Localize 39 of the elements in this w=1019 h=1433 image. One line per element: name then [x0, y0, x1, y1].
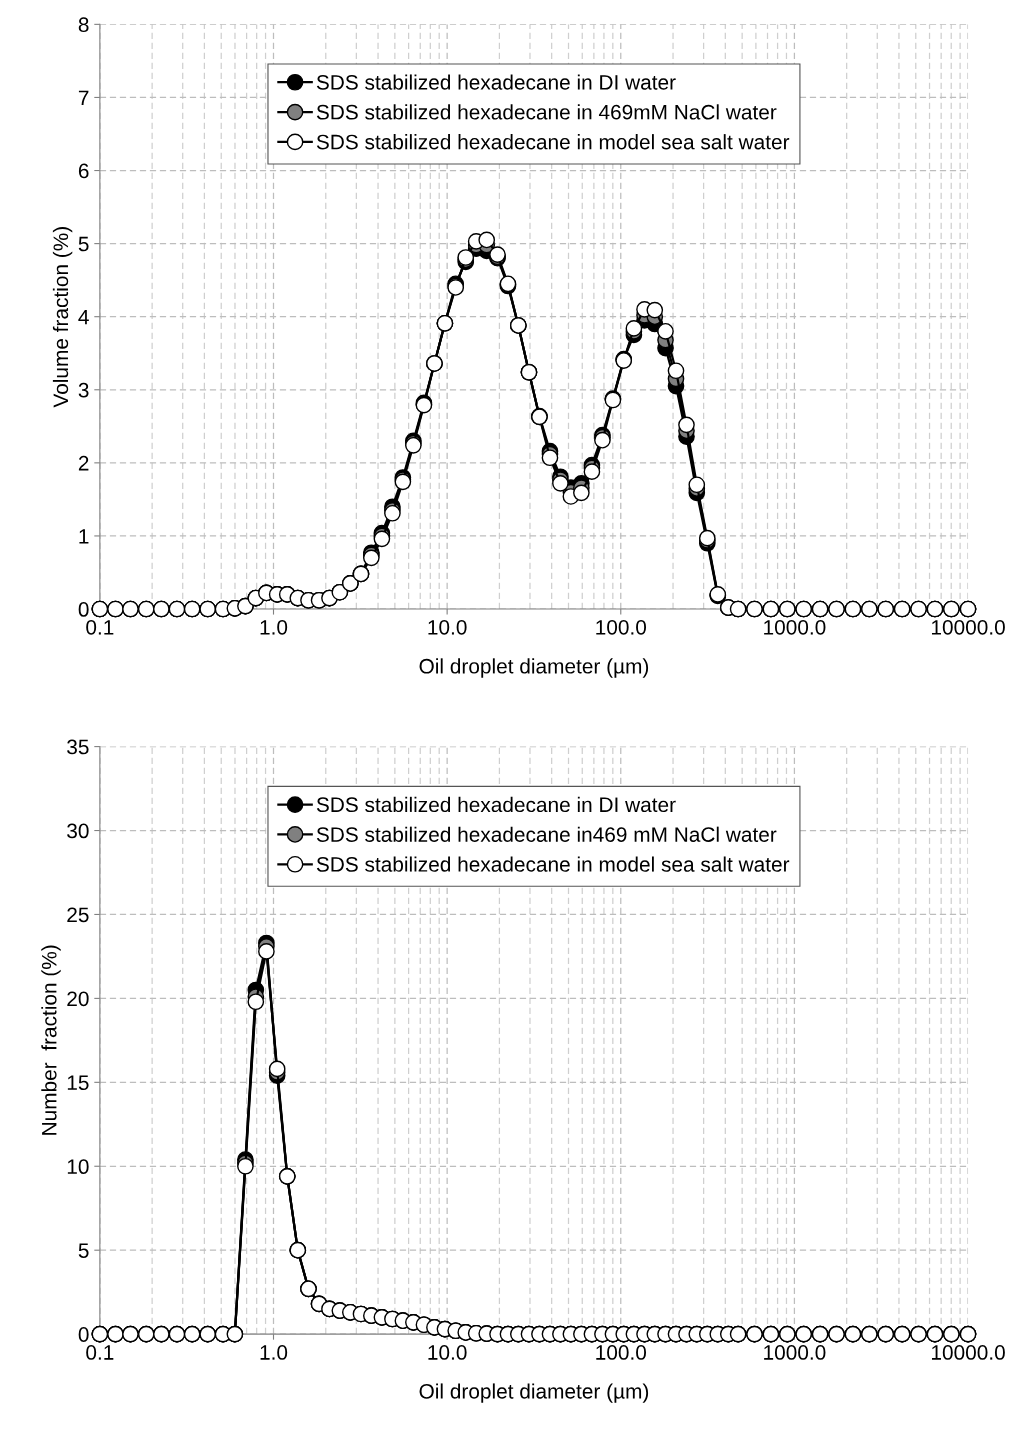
- x-tick-label: 1000.0: [764, 619, 826, 635]
- legend-label: SDS stabilized hexadecane in DI water: [316, 74, 676, 90]
- legend-label: SDS stabilized hexadecane in model sea salt water: [316, 856, 790, 872]
- y-tick-label: 15: [67, 1075, 89, 1091]
- x-tick-label: 0.1: [86, 619, 114, 635]
- y-tick-label: 1: [79, 529, 89, 544]
- x-tick-label: 1.0: [260, 619, 288, 635]
- x-tick-label: 0.1: [86, 1345, 114, 1360]
- y-tick-label: 10: [67, 1159, 89, 1175]
- y-tick-label: 30: [67, 823, 89, 839]
- y-tick-label: 8: [78, 17, 89, 33]
- x-axis-title: Oil droplet diameter (µm): [419, 1383, 649, 1403]
- x-axis-title: Oil droplet diameter (µm): [419, 658, 649, 678]
- y-tick-label: 25: [67, 907, 89, 923]
- y-tick-label: 5: [78, 236, 89, 252]
- y-tick-label: 7: [78, 90, 89, 105]
- y-axis-title: Number fraction (%): [41, 945, 61, 1135]
- y-tick-label: 0: [78, 1327, 89, 1342]
- x-tick-label: 10000.0: [931, 1345, 1005, 1360]
- legend-label: SDS stabilized hexadecane in model sea salt water: [316, 134, 790, 150]
- x-tick-label: 10.0: [428, 1345, 467, 1360]
- legend-label: SDS stabilized hexadecane in DI water: [316, 796, 676, 813]
- y-tick-label: 4: [78, 309, 89, 325]
- x-tick-label: 10000.0: [931, 619, 1005, 635]
- y-tick-label: 35: [67, 739, 89, 755]
- legend-label: SDS stabilized hexadecane in 469mM NaCl water: [316, 104, 777, 120]
- y-tick-label: 20: [67, 991, 89, 1007]
- x-tick-label: 100.0: [596, 619, 647, 635]
- y-tick-label: 5: [78, 1243, 89, 1258]
- x-tick-label: 100.0: [596, 1345, 647, 1360]
- y-tick-label: 3: [78, 382, 89, 398]
- y-tick-label: 6: [78, 163, 89, 179]
- legend-label: SDS stabilized hexadecane in469 mM NaCl water: [316, 826, 777, 842]
- x-tick-label: 1000.0: [764, 1345, 826, 1360]
- y-axis-title: Volume fraction (%): [52, 227, 73, 408]
- y-tick-label: 2: [78, 455, 89, 471]
- y-tick-label: 0: [78, 602, 89, 617]
- x-tick-label: 10.0: [428, 619, 467, 635]
- x-tick-label: 1.0: [260, 1345, 288, 1360]
